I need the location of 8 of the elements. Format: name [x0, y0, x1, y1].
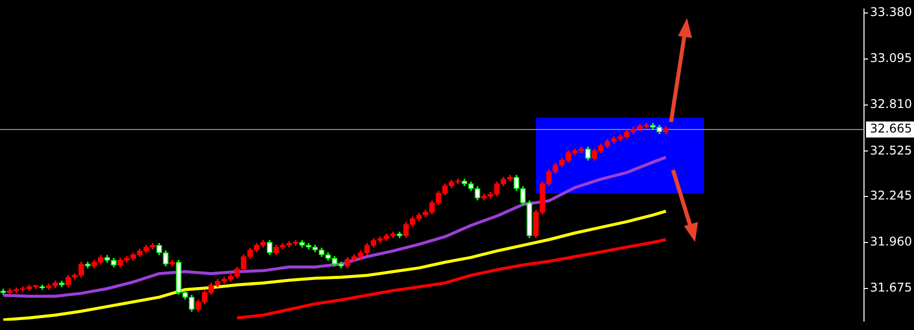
y-tick-label: 32.245 [870, 188, 912, 203]
y-tick-label: 33.095 [870, 51, 912, 66]
y-tick-label: 33.380 [870, 5, 912, 20]
y-tick-label: 32.810 [870, 97, 912, 112]
y-tick-label: 31.675 [870, 280, 912, 295]
ref-line-label: 32.665 [870, 122, 912, 136]
y-tick-label: 31.960 [870, 234, 912, 249]
y-tick-label: 32.525 [870, 143, 912, 158]
